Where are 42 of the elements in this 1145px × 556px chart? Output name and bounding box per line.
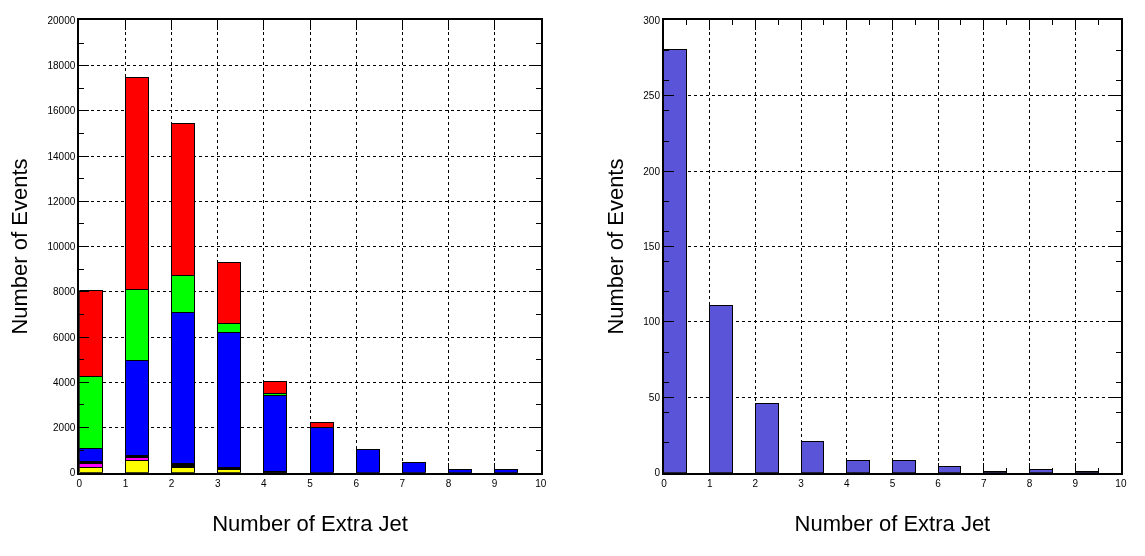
x-tick-label: 1 — [122, 477, 129, 489]
x-axis-title: Number of Extra Jet — [212, 511, 408, 537]
y-tick-label: 8000 — [53, 286, 76, 298]
x-tick-label: 5 — [889, 477, 896, 489]
y-tick-label: 0 — [654, 467, 661, 479]
y-tick-label: 18000 — [47, 60, 76, 72]
x-tick-label: 4 — [843, 477, 850, 489]
x-tick-label: 2 — [168, 477, 175, 489]
y-axis-title: Number of Events — [6, 158, 32, 335]
y-tick-label: 300 — [643, 14, 661, 26]
x-tick-label: 10 — [535, 477, 547, 489]
x-tick-label: 1 — [706, 477, 713, 489]
x-tick-label: 5 — [307, 477, 314, 489]
y-tick-label: 10000 — [47, 241, 76, 253]
x-tick-label: 2 — [752, 477, 759, 489]
y-tick-label: 20000 — [47, 14, 76, 26]
x-tick-label: 6 — [353, 477, 360, 489]
x-tick-label: 9 — [491, 477, 498, 489]
y-tick-label: 50 — [648, 391, 661, 403]
x-tick-label: 3 — [214, 477, 221, 489]
x-tick-label: 8 — [1026, 477, 1033, 489]
y-tick-label: 4000 — [53, 376, 76, 388]
x-tick-label: 4 — [261, 477, 268, 489]
x-tick-label: 10 — [1115, 477, 1127, 489]
x-tick-label: 7 — [981, 477, 988, 489]
y-tick-label: 200 — [643, 165, 661, 177]
y-tick-label: 250 — [643, 90, 661, 102]
x-tick-label: 7 — [399, 477, 406, 489]
y-tick-label: 6000 — [53, 331, 76, 343]
x-tick-label: 8 — [445, 477, 452, 489]
y-tick-label: 12000 — [47, 195, 76, 207]
y-tick-label: 0 — [69, 467, 76, 479]
x-tick-label: 3 — [798, 477, 805, 489]
y-tick-label: 14000 — [47, 150, 76, 162]
x-tick-label: 6 — [935, 477, 942, 489]
y-tick-label: 100 — [643, 316, 661, 328]
y-axis-title: Number of Events — [602, 158, 628, 335]
y-tick-label: 150 — [643, 241, 661, 253]
y-tick-label: 16000 — [47, 105, 76, 117]
x-tick-label: 9 — [1072, 477, 1079, 489]
y-tick-label: 2000 — [53, 421, 76, 433]
x-axis-title: Number of Extra Jet — [794, 511, 991, 537]
